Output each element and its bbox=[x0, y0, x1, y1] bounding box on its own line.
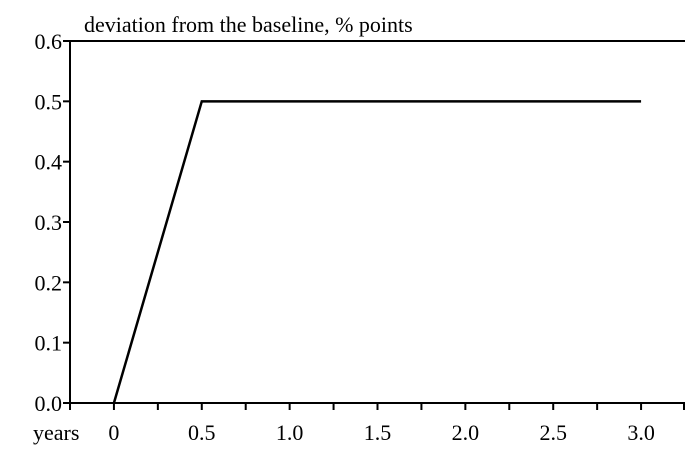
y-tick-label: 0.5 bbox=[35, 89, 63, 114]
x-axis-ticks: 0 0.5 1.0 1.5 2.0 2.5 3.0 bbox=[69, 403, 685, 445]
y-tick-label: 0.6 bbox=[35, 29, 63, 54]
y-tick-label: 0.3 bbox=[35, 210, 63, 235]
y-axis-title: deviation from the baseline, % points bbox=[84, 12, 413, 37]
y-tick-label: 0.1 bbox=[35, 331, 63, 356]
y-tick-label: 0.2 bbox=[35, 270, 63, 295]
y-axis-ticks: 0.0 0.1 0.2 0.3 0.4 0.5 0.6 bbox=[35, 29, 70, 416]
x-tick-label: 1.0 bbox=[276, 420, 304, 445]
x-axis-title: years bbox=[33, 420, 79, 445]
x-tick-label: 3.0 bbox=[627, 420, 655, 445]
x-tick-label: 2.0 bbox=[452, 420, 480, 445]
series-layer bbox=[112, 100, 642, 404]
series-line bbox=[112, 100, 642, 404]
y-tick-label: 0.0 bbox=[35, 391, 63, 416]
x-tick-label: 1.5 bbox=[364, 420, 392, 445]
x-tick-label: 2.5 bbox=[539, 420, 567, 445]
x-tick-label: 0.5 bbox=[188, 420, 216, 445]
plot-frame bbox=[69, 40, 685, 404]
x-tick-label: 0 bbox=[108, 420, 119, 445]
y-tick-label: 0.4 bbox=[35, 150, 63, 175]
